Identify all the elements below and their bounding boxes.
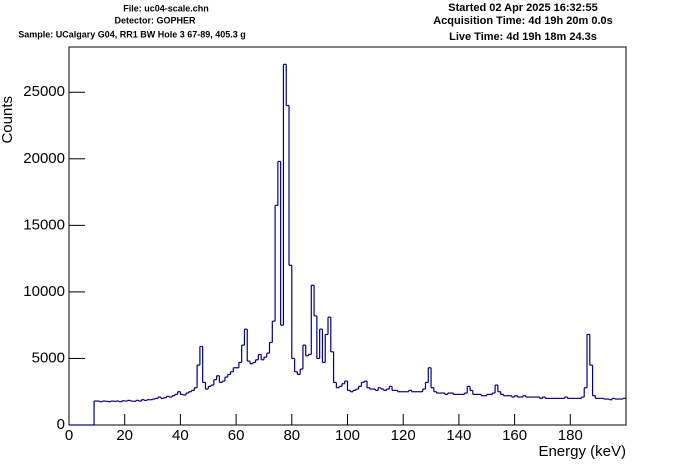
x-tick-label: 60 — [228, 427, 245, 444]
x-tick-label: 160 — [502, 427, 527, 444]
x-tick-label: 80 — [283, 427, 300, 444]
x-tick-label: 100 — [335, 427, 360, 444]
x-tick-label: 140 — [446, 427, 471, 444]
x-tick-label: 20 — [116, 427, 133, 444]
x-tick-label: 180 — [558, 427, 583, 444]
annotation: Detector: GOPHER — [114, 15, 196, 25]
annotation: File: uc04-scale.chn — [123, 3, 209, 13]
y-tick-label: 25000 — [23, 83, 65, 100]
plot-frame — [68, 46, 627, 426]
y-tick-label: 20000 — [23, 150, 65, 167]
annotation: Live Time: 4d 19h 18m 24.3s — [449, 31, 597, 43]
y-tick-label: 15000 — [23, 216, 65, 233]
y-axis-title: Counts — [0, 96, 16, 144]
y-tick-label: 0 — [57, 416, 65, 433]
annotation: Sample: UCalgary G04, RR1 BW Hole 3 67-8… — [18, 29, 246, 39]
x-tick-label: 40 — [172, 427, 189, 444]
x-tick-label: 0 — [65, 427, 73, 444]
x-tick-label: 120 — [391, 427, 416, 444]
y-tick-label: 10000 — [23, 283, 65, 300]
annotation: Acquisition Time: 4d 19h 20m 0.0s — [433, 15, 613, 27]
x-axis-title: Energy (keV) — [538, 443, 626, 460]
y-tick-label: 5000 — [32, 349, 65, 366]
annotation: Started 02 Apr 2025 16:32:55 — [448, 2, 597, 14]
